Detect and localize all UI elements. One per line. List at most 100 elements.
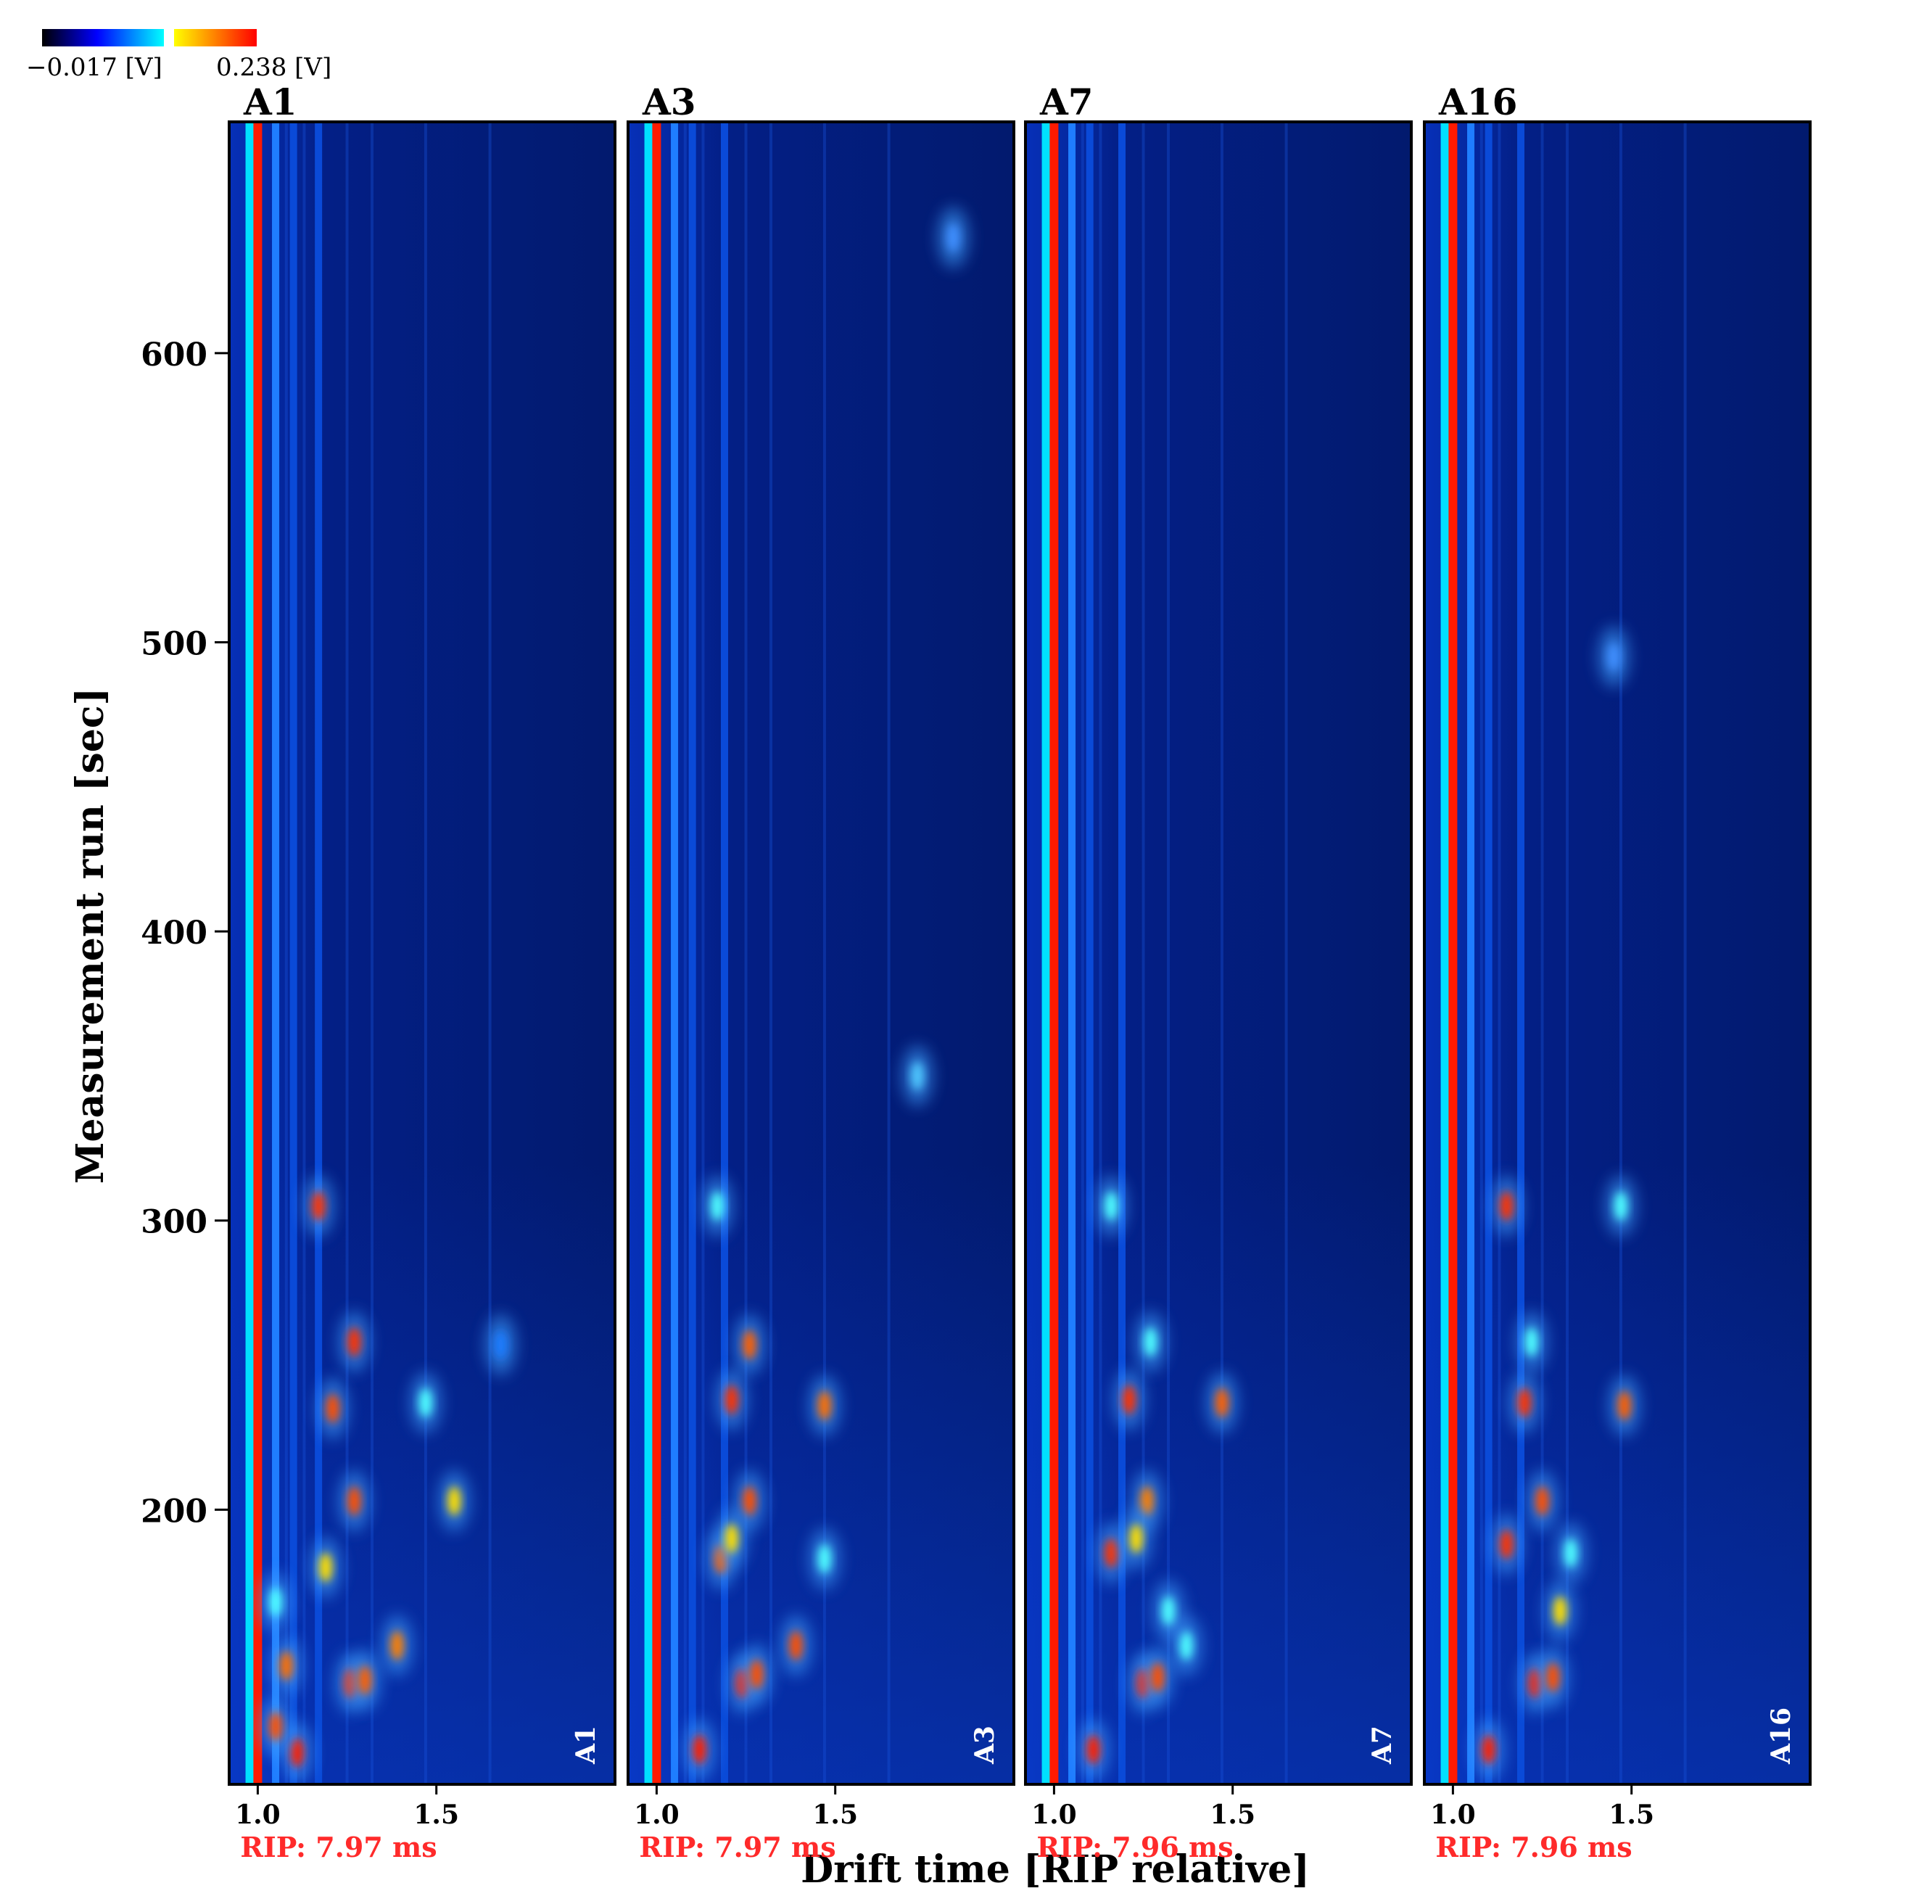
faint-ridge — [1683, 122, 1687, 1784]
peak-spot — [1144, 1327, 1157, 1357]
rip-streak — [721, 122, 728, 1784]
peak-spot — [817, 1390, 831, 1420]
peak-spot — [1162, 1596, 1176, 1625]
rip-streak — [1485, 122, 1493, 1784]
rip-annotation: RIP: 7.97 ms — [639, 1831, 835, 1863]
rip-streak — [1118, 122, 1126, 1784]
faint-ridge — [1619, 122, 1622, 1784]
peak-spot — [358, 1665, 372, 1695]
peak-spot — [743, 1330, 756, 1360]
faint-ridge — [488, 122, 492, 1784]
peak-spot — [789, 1631, 803, 1660]
rip-streak — [1049, 122, 1059, 1784]
peak-spot — [743, 1486, 756, 1516]
peak-spot — [1535, 1486, 1549, 1516]
faint-ridge — [1479, 122, 1483, 1784]
faint-ridge — [345, 122, 349, 1784]
x-tick-label: 1.5 — [1609, 1800, 1654, 1830]
x-tick-label: 1.0 — [235, 1800, 281, 1830]
rip-streak — [1440, 122, 1451, 1784]
peak-spot — [1482, 1735, 1495, 1765]
faint-ridge — [302, 122, 306, 1784]
x-tick-label: 1.0 — [1430, 1800, 1476, 1830]
faint-ridge — [424, 122, 427, 1784]
peak-spot — [1564, 1538, 1577, 1568]
peak-spot — [1122, 1385, 1136, 1414]
peak-spot — [1617, 1390, 1631, 1420]
y-tick-label: 200 — [141, 1493, 207, 1530]
panel-corner-label: A3 — [970, 1726, 1000, 1765]
colorbar-negative — [42, 29, 164, 46]
peak-spot — [724, 1524, 738, 1554]
rip-streak — [1467, 122, 1475, 1784]
peak-spot — [1553, 1596, 1567, 1625]
faint-ridge — [1284, 122, 1288, 1784]
peak-spot — [817, 1544, 831, 1574]
peak-spot — [711, 1191, 724, 1221]
faint-ridge — [1220, 122, 1223, 1784]
rip-streak — [688, 122, 696, 1784]
rip-streak — [1448, 122, 1458, 1784]
peak-spot — [693, 1735, 706, 1765]
peak-spot — [1500, 1191, 1514, 1221]
colorbar-positive — [174, 29, 257, 46]
peak-spot — [494, 1330, 508, 1360]
peak-spot — [1517, 1388, 1531, 1417]
peak-spot — [1105, 1538, 1118, 1568]
faint-ridge — [1498, 122, 1501, 1784]
peak-spot — [269, 1587, 283, 1617]
rip-streak — [1041, 122, 1052, 1784]
peak-spot — [1546, 1662, 1560, 1692]
rip-streak — [1086, 122, 1094, 1784]
panel-frame — [1024, 120, 1413, 1786]
rip-streak — [245, 122, 256, 1784]
x-tick-label: 1.5 — [1210, 1800, 1255, 1830]
peak-spot — [390, 1631, 404, 1660]
peak-spot — [1140, 1486, 1154, 1516]
faint-ridge — [1081, 122, 1084, 1784]
peak-spot — [1086, 1735, 1100, 1765]
y-tick-label: 300 — [141, 1204, 207, 1241]
faint-ridge — [1099, 122, 1102, 1784]
peak-spot — [1524, 1327, 1538, 1357]
peak-spot — [1614, 1191, 1627, 1221]
peak-spot — [290, 1738, 304, 1768]
peak-spot — [724, 1385, 738, 1414]
rip-streak — [289, 122, 297, 1784]
rip-streak — [1068, 122, 1076, 1784]
peak-spot — [750, 1660, 764, 1689]
rip-annotation: RIP: 7.97 ms — [240, 1831, 437, 1863]
faint-ridge — [887, 122, 891, 1784]
peak-spot — [946, 223, 960, 252]
rip-streak — [671, 122, 679, 1784]
peak-spot — [1179, 1631, 1193, 1660]
peak-spot — [319, 1553, 332, 1583]
rip-streak — [315, 122, 323, 1784]
peak-spot — [418, 1388, 432, 1417]
faint-ridge — [683, 122, 687, 1784]
peak-spot — [347, 1486, 361, 1516]
colorbar-max-label: 0.238 [V] — [216, 53, 331, 82]
rip-streak — [644, 122, 655, 1784]
y-tick-label: 500 — [141, 625, 207, 662]
x-tick-label: 1.5 — [812, 1800, 858, 1830]
panel-corner-label: A1 — [571, 1726, 601, 1765]
y-tick-label: 400 — [141, 915, 207, 952]
x-tick-label: 1.0 — [1031, 1800, 1077, 1830]
peak-spot — [312, 1191, 326, 1221]
rip-streak — [1517, 122, 1524, 1784]
panel-frame — [627, 120, 1015, 1786]
panel-frame — [1423, 120, 1812, 1786]
rip-annotation: RIP: 7.96 ms — [1036, 1831, 1233, 1863]
x-axis-label: Drift time [RIP relative] — [801, 1847, 1310, 1892]
peak-spot — [326, 1393, 339, 1423]
colorbar: −0.017 [V] 0.238 [V] — [26, 29, 331, 82]
peak-spot — [279, 1651, 293, 1681]
x-tick-label: 1.0 — [634, 1800, 680, 1830]
panel-corner-label: A16 — [1766, 1707, 1796, 1765]
